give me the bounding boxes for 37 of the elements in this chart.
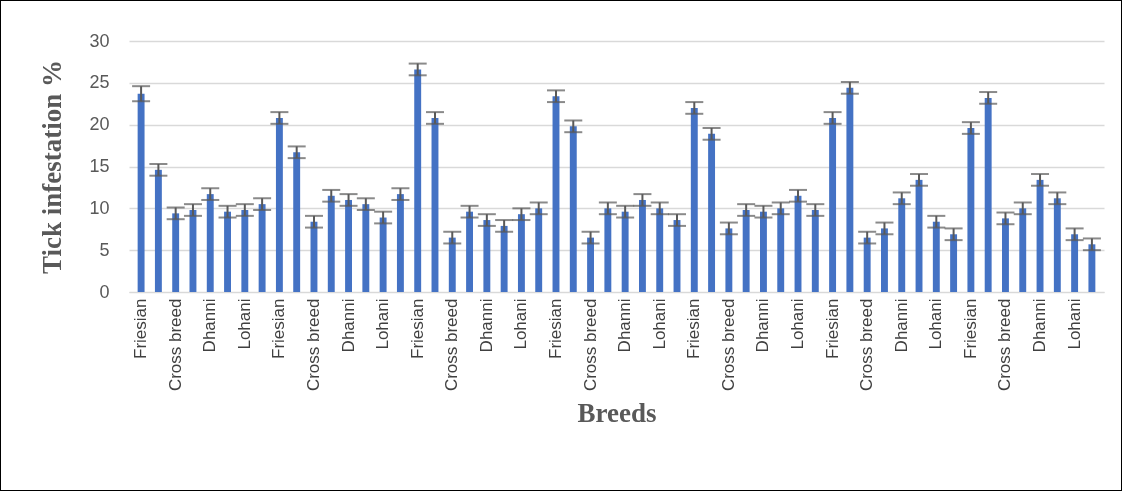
y-tick-label: 0 bbox=[99, 281, 110, 302]
y-tick-label: 20 bbox=[89, 114, 110, 135]
x-tick-label: Cross breed bbox=[718, 298, 738, 392]
x-tick-label: Cross breed bbox=[995, 298, 1015, 392]
x-tick-label: Dhanni bbox=[615, 298, 635, 353]
x-tick-label: Dhanni bbox=[1030, 298, 1050, 353]
x-tick-label: Lohani bbox=[649, 298, 669, 350]
x-tick-label: Cross breed bbox=[165, 298, 185, 392]
x-tick-label: Dhanni bbox=[891, 298, 911, 353]
y-tick-label: 15 bbox=[89, 156, 110, 176]
x-tick-label: Lohani bbox=[234, 298, 254, 350]
x-tick-label: Cross breed bbox=[303, 298, 323, 392]
x-tick-label: Lohani bbox=[1064, 298, 1084, 350]
y-tick-label: 30 bbox=[89, 30, 110, 51]
x-tick-label: Lohani bbox=[926, 298, 946, 350]
x-tick-label: Friesian bbox=[545, 298, 565, 359]
x-tick-label: Friesian bbox=[407, 298, 427, 359]
x-tick-label: Friesian bbox=[822, 298, 842, 359]
x-tick-label: Friesian bbox=[131, 298, 151, 359]
y-axis-title: Tick infestation % bbox=[37, 59, 68, 275]
x-tick-label: Cross breed bbox=[580, 298, 600, 392]
y-tick-label: 5 bbox=[99, 239, 110, 260]
x-tick-label: Friesian bbox=[269, 298, 289, 359]
y-tick-label: 25 bbox=[89, 72, 110, 93]
x-tick-label: Dhanni bbox=[338, 298, 358, 353]
y-tick-label: 10 bbox=[89, 197, 110, 218]
x-axis-title: Breeds bbox=[577, 398, 657, 429]
x-tick-label: Lohani bbox=[788, 298, 808, 350]
x-tick-label: Lohani bbox=[511, 298, 531, 350]
x-tick-label: Dhanni bbox=[200, 298, 220, 353]
x-tick-label: Cross breed bbox=[442, 298, 462, 392]
x-tick-label: Lohani bbox=[373, 298, 393, 350]
x-tick-label: Friesian bbox=[960, 298, 980, 359]
x-tick-label: Friesian bbox=[684, 298, 704, 359]
x-tick-label: Cross breed bbox=[857, 298, 877, 392]
x-tick-label: Dhanni bbox=[753, 298, 773, 353]
x-tick-label: Dhanni bbox=[476, 298, 496, 353]
